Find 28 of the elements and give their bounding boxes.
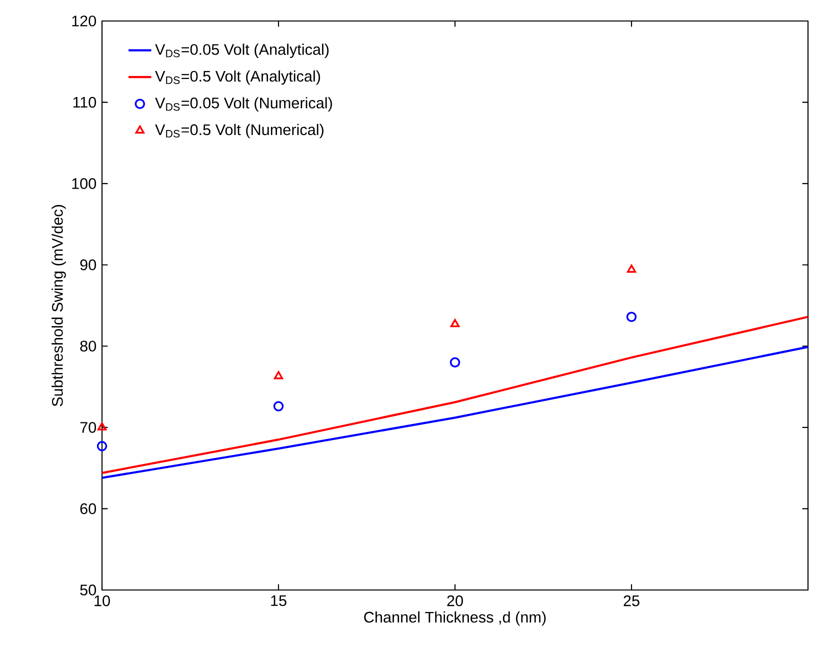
legend-label: V$_{DS}$=0.5 Volt (Numerical)	[155, 124, 324, 138]
x-tick-label: 20	[447, 595, 463, 606]
y-tick-label: 50	[80, 584, 96, 596]
line-series	[102, 316, 808, 474]
x-tick-label: 15	[271, 595, 286, 606]
y-tick-label: 110	[73, 96, 96, 108]
x-tick-label: 10	[94, 595, 110, 606]
x-axis-title: Channel Thickness ,d (nm)	[364, 611, 546, 626]
legend-label: V$_{DS}$=0.05 Volt (Analytical)	[155, 44, 329, 58]
y-axis-title: Subthreshold Swing (mV/dec)	[52, 205, 66, 406]
legend-label: V$_{DS}$=0.05 Volt (Numerical)	[155, 97, 332, 112]
point	[96, 440, 108, 452]
y-tick-label: 100	[72, 178, 96, 189]
y-tick-label: 70	[80, 422, 96, 433]
point	[626, 312, 637, 322]
point	[273, 401, 284, 412]
point	[450, 319, 460, 328]
x-tick-label: 25	[624, 595, 640, 606]
line-series	[102, 346, 808, 479]
point	[626, 264, 636, 273]
y-tick-label: 90	[80, 259, 96, 270]
y-tick-label: 60	[80, 503, 96, 514]
point	[97, 422, 107, 430]
point	[450, 357, 460, 368]
y-tick-label: 80	[80, 340, 96, 352]
legend-label: V$_{DS}$=0.5 Volt (Analytical)	[155, 70, 320, 85]
point	[274, 371, 284, 380]
y-tick-label: 120	[72, 16, 96, 26]
